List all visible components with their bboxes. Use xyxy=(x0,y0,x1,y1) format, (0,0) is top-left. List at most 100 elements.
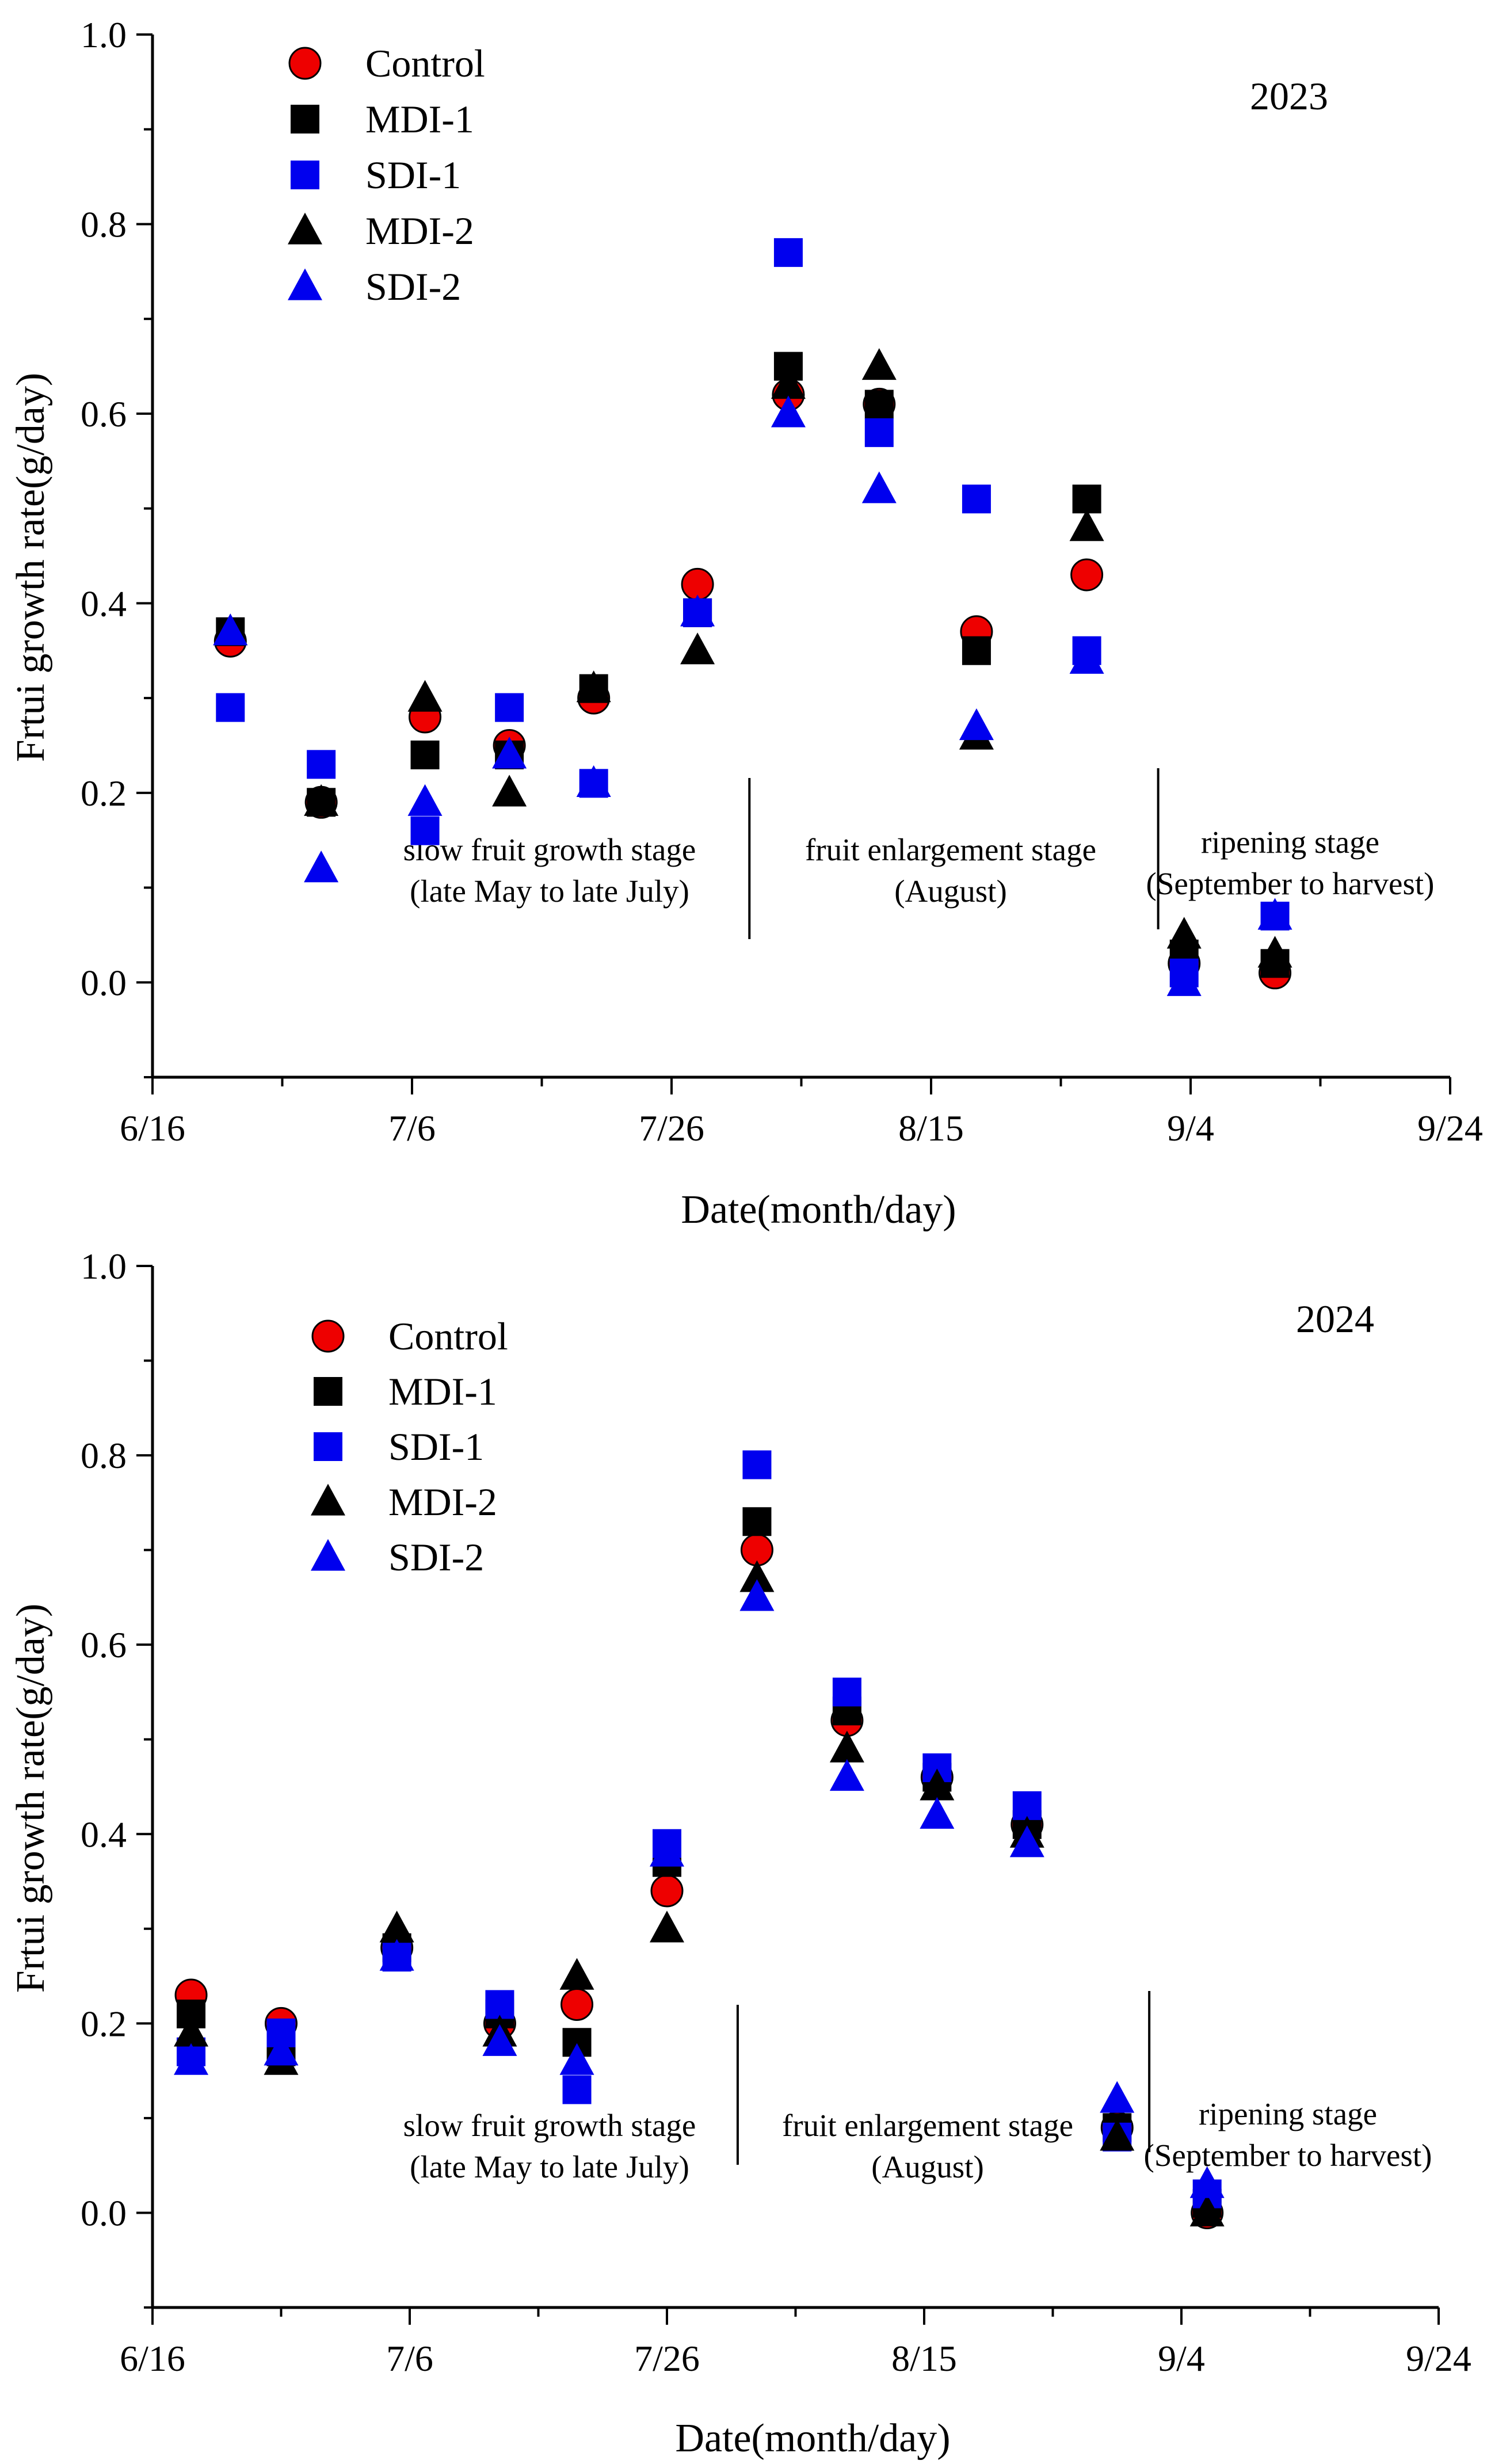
chart-title: 2024 xyxy=(1296,1297,1374,1341)
x-tick-label: 6/16 xyxy=(120,1108,185,1149)
stage-label: fruit enlargement stage xyxy=(805,832,1096,867)
stage-sublabel: (September to harvest) xyxy=(1146,866,1435,901)
data-point xyxy=(959,708,994,741)
data-point xyxy=(1257,898,1292,930)
data-point xyxy=(407,680,443,712)
legend-label: MDI-2 xyxy=(388,1480,497,1524)
legend-label: SDI-1 xyxy=(365,153,461,197)
legend-label: Control xyxy=(388,1314,508,1358)
x-tick-label: 9/24 xyxy=(1406,2338,1471,2379)
y-tick-label: 0.2 xyxy=(81,2003,127,2044)
data-point xyxy=(495,693,524,722)
data-point xyxy=(742,1450,772,1479)
data-point xyxy=(1257,936,1292,968)
data-point xyxy=(1100,2081,1135,2113)
data-point xyxy=(864,390,894,419)
data-point xyxy=(771,367,806,399)
x-tick-label: 8/15 xyxy=(898,1108,964,1149)
data-point xyxy=(1189,2194,1225,2227)
data-point xyxy=(304,784,339,816)
data-point xyxy=(492,737,527,769)
data-point xyxy=(307,750,336,779)
legend: Control MDI-1 SDI-1 MDI-2 SDI-2 xyxy=(311,1314,508,1579)
data-point xyxy=(650,1874,684,1908)
x-tick-label: 6/16 xyxy=(120,2338,185,2379)
stage-label: ripening stage xyxy=(1199,2096,1377,2131)
stage-sublabel: (late May to late July) xyxy=(410,2149,689,2184)
legend-marker xyxy=(288,268,322,300)
stage-label: fruit enlargement stage xyxy=(782,2108,1073,2143)
y-tick-label: 1.0 xyxy=(81,1246,127,1287)
legend-marker xyxy=(314,1377,342,1406)
data-point xyxy=(962,485,991,514)
data-point xyxy=(492,775,527,807)
series-MDI-1 xyxy=(216,352,1290,978)
data-point xyxy=(962,636,991,665)
data-point xyxy=(559,1958,594,1990)
data-point xyxy=(920,1768,955,1801)
data-point xyxy=(559,2043,594,2075)
legend-label: SDI-2 xyxy=(365,265,461,308)
y-tick-label: 0.2 xyxy=(81,773,127,814)
data-point xyxy=(1009,1825,1044,1857)
x-axis-label: Date(month/day) xyxy=(675,2416,950,2461)
legend-marker xyxy=(311,1319,345,1353)
data-point xyxy=(742,1507,772,1536)
legend-marker xyxy=(291,105,319,134)
data-point xyxy=(680,594,715,627)
legend-marker xyxy=(288,212,322,245)
legend-marker xyxy=(288,47,322,80)
series-SDI-2 xyxy=(213,395,1292,996)
data-point xyxy=(1166,917,1202,949)
legend-label: Control xyxy=(365,41,485,85)
y-tick-label: 0.4 xyxy=(81,583,127,624)
data-point xyxy=(482,2024,517,2056)
data-point xyxy=(861,471,897,504)
stage-sublabel: (August) xyxy=(871,2149,984,2184)
data-point xyxy=(576,765,611,797)
stage-label: slow fruit growth stage xyxy=(403,832,696,867)
chart-2023: 0.0 0.2 0.4 0.6 0.8 1.0 6/16 7/6 7/26 8/15 9/4 9/24… xyxy=(9,14,1483,1232)
chart-2024: 0.0 0.2 0.4 0.6 0.8 1.0 6/16 7/6 7/26 8/15 9/4 9/24… xyxy=(9,1246,1471,2461)
y-tick-label: 0.8 xyxy=(81,1435,127,1476)
data-point xyxy=(832,1677,861,1707)
legend-marker xyxy=(314,1432,342,1461)
series-SDI-2 xyxy=(174,1579,1225,2198)
stage-sublabel: (August) xyxy=(894,874,1007,909)
data-point xyxy=(773,238,803,267)
data-point xyxy=(1069,642,1104,674)
series-SDI-1 xyxy=(216,238,1290,987)
data-point xyxy=(407,784,443,816)
x-tick-label: 8/15 xyxy=(891,2338,957,2379)
y-tick-label: 1.0 xyxy=(81,14,127,55)
legend-label: MDI-2 xyxy=(365,209,474,253)
data-point xyxy=(829,1730,864,1763)
data-point xyxy=(1072,485,1101,514)
data-point xyxy=(304,850,339,883)
data-point xyxy=(576,670,611,703)
data-point xyxy=(1012,1791,1042,1820)
x-tick-label: 7/6 xyxy=(386,2338,433,2379)
x-axis-label: Date(month/day) xyxy=(681,1188,956,1232)
stage-label: slow fruit growth stage xyxy=(403,2108,696,2143)
data-point xyxy=(861,348,897,380)
stage-sublabel: (late May to late July) xyxy=(410,874,689,909)
y-tick-label: 0.0 xyxy=(81,2192,127,2233)
data-point xyxy=(213,613,248,646)
x-tick-label: 9/24 xyxy=(1417,1108,1483,1149)
y-tick-label: 0.0 xyxy=(81,962,127,1003)
legend-label: MDI-1 xyxy=(388,1370,497,1413)
x-tick-label: 7/26 xyxy=(634,2338,700,2379)
data-point xyxy=(1070,558,1104,592)
y-tick-label: 0.6 xyxy=(81,394,127,434)
y-axis-label: Frtui growth rate(g/day) xyxy=(9,373,53,762)
data-point xyxy=(1069,509,1104,541)
data-point xyxy=(1189,2166,1225,2198)
data-point xyxy=(829,1759,864,1791)
data-point xyxy=(485,1990,514,2019)
y-tick-label: 0.6 xyxy=(81,1624,127,1665)
legend-marker xyxy=(291,161,319,189)
data-point xyxy=(650,1910,684,1943)
data-point xyxy=(650,1834,684,1867)
